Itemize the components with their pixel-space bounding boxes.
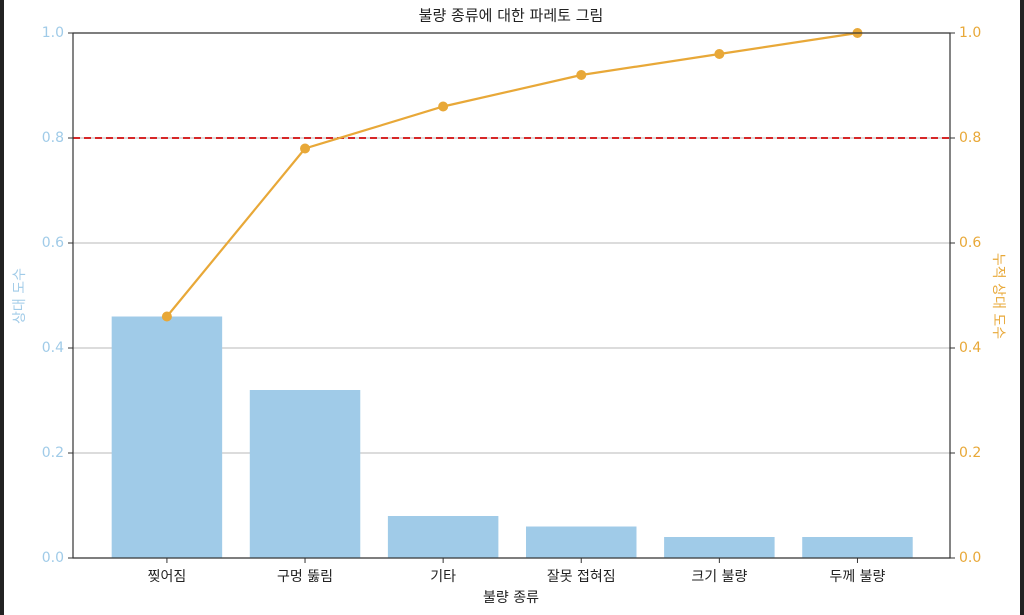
cumulative-point (161, 311, 172, 322)
x-axis-label: 불량 종류 (483, 590, 539, 606)
x-tick-label: 잘못 접혀짐 (547, 569, 616, 585)
y2-tick-label: 0.6 (959, 235, 981, 251)
y2-tick-label: 0.4 (959, 340, 981, 356)
x-tick-label: 두께 불량 (829, 569, 885, 585)
y2-axis-label: 누적 상대 도수 (990, 253, 1006, 339)
y2-tick-label: 1.0 (959, 25, 981, 41)
cumulative-point (438, 101, 449, 112)
y2-tick-label: 0.2 (959, 445, 981, 461)
x-tick-label: 기타 (430, 569, 456, 585)
y2-tick-label: 0.8 (959, 130, 981, 146)
frame-edge (1020, 0, 1024, 615)
bar (387, 516, 499, 558)
bar (526, 526, 637, 558)
y-tick-label: 0.6 (42, 235, 64, 251)
x-tick-label: 크기 불량 (691, 569, 747, 585)
y-axis-label: 상대 도수 (12, 268, 28, 324)
y2-tick-label: 0.0 (959, 550, 981, 566)
y-tick-label: 0.0 (42, 550, 64, 566)
y-tick-label: 0.2 (42, 445, 64, 461)
cumulative-line (166, 31, 858, 318)
y-tick-label: 0.4 (42, 340, 64, 356)
cumulative-point (576, 70, 587, 80)
y-tick-label: 1.0 (42, 25, 64, 41)
cumulative-point (714, 49, 725, 59)
bar (802, 537, 913, 558)
bar (249, 390, 361, 558)
plot-frame (72, 32, 951, 559)
y-tick-label: 0.8 (42, 130, 64, 146)
cumulative-point (300, 143, 311, 154)
x-tick-label: 구멍 뚫림 (277, 569, 333, 585)
bar (111, 316, 223, 558)
chart-title: 불량 종류에 대한 파레토 그림 (419, 7, 604, 25)
bar (664, 537, 775, 558)
x-tick-label: 찢어짐 (148, 569, 187, 585)
frame-edge (0, 0, 4, 615)
